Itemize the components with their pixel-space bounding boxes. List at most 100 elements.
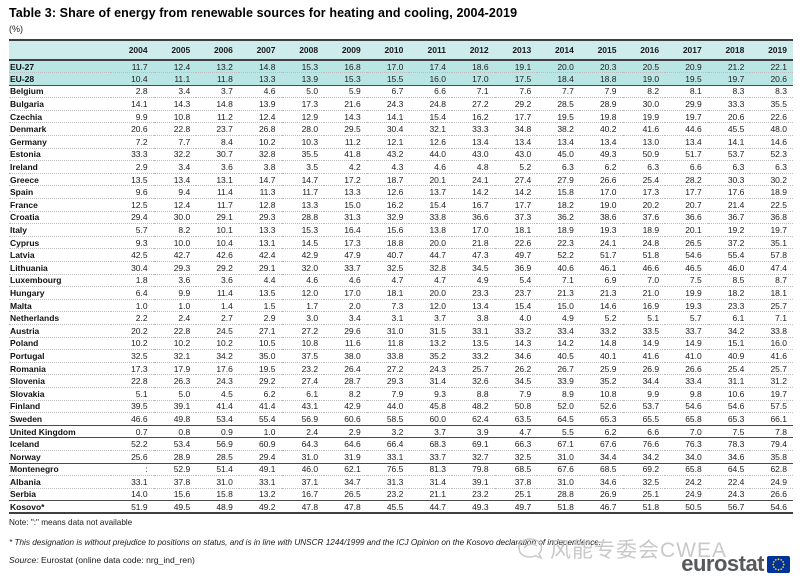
value-cell: 16.2 [386, 199, 404, 210]
value-cell: 13.2 [429, 338, 446, 349]
value-cell: 12.1 [386, 136, 404, 147]
value-cell: 35.5 [301, 149, 319, 160]
value-cell: 32.2 [173, 149, 191, 160]
value-cell: 5.9 [348, 86, 361, 97]
value-cell: 11.4 [216, 187, 233, 198]
value-cell: 7.7 [562, 86, 574, 97]
value-cell: 20.0 [429, 287, 446, 298]
value-cell: 49.7 [514, 501, 532, 512]
value-cell: 2.7 [221, 313, 233, 324]
table-row: Slovakia 5.1 5.0 4.5 6.2 6.1 8.2 7.9 9.3 8.8 7.9 8.… [9, 387, 793, 400]
value-cell: 37.2 [727, 237, 745, 248]
value-cell: 9.9 [647, 388, 660, 399]
year-column-header: 2004 [111, 39, 154, 61]
value-cell: 3.6 [221, 275, 233, 286]
value-cell: 8.9 [562, 388, 574, 399]
value-cell: 12.4 [173, 199, 191, 210]
value-cell: 6.6 [434, 86, 446, 97]
value-cell: 25.1 [514, 489, 532, 500]
value-cell: 13.1 [216, 174, 233, 185]
value-cell: 28.8 [301, 212, 319, 223]
value-cell: 2.8 [135, 86, 148, 97]
year-column-header: 2007 [238, 39, 282, 61]
value-cell: 4.0 [519, 313, 532, 324]
value-cell: 33.2 [472, 350, 489, 361]
value-cell: 8.5 [732, 275, 745, 286]
value-cell: 19.1 [514, 61, 532, 72]
value-cell: 51.7 [599, 250, 617, 261]
value-cell: 23.7 [514, 287, 532, 298]
table-row: Poland 10.2 10.2 10.2 10.5 10.8 11.6 11.8 13.2 13… [9, 337, 793, 350]
value-cell: 49.5 [173, 501, 191, 512]
value-cell: 37.3 [514, 212, 532, 223]
value-cell: 49.7 [514, 250, 532, 261]
value-cell: 9.4 [178, 187, 191, 198]
value-cell: 19.7 [727, 73, 745, 84]
value-cell: 34.6 [514, 350, 532, 361]
table-row: Austria 20.2 22.8 24.5 27.1 27.2 29.6 31.0 31.5 3… [9, 324, 793, 337]
table-row: Serbia 14.0 15.6 15.8 13.2 16.7 26.5 23.2 21.1 23… [9, 488, 793, 501]
table-row: Germany 7.2 7.7 8.4 10.2 10.3 11.2 12.1 12.6 13.4… [9, 135, 793, 149]
value-cell: 42.6 [216, 250, 233, 261]
table-row: Hungary 6.4 9.9 11.4 13.5 12.0 17.0 18.1 20.0 23.… [9, 286, 793, 300]
value-cell: 11.4 [216, 287, 233, 298]
table-row: EU-27 11.7 12.4 13.2 14.8 15.3 16.8 17.0 17.4 18.… [9, 60, 793, 73]
value-cell: 34.5 [514, 376, 532, 387]
value-cell: 25.7 [472, 363, 489, 374]
value-cell: 26.6 [599, 174, 617, 185]
value-cell: 26.5 [685, 237, 702, 248]
value-cell: 44.0 [386, 401, 404, 412]
value-cell: 7.9 [604, 86, 617, 97]
value-cell: 49.2 [258, 501, 276, 512]
value-cell: 7.9 [519, 388, 532, 399]
value-cell: 66.1 [770, 413, 787, 424]
source-text: Eurostat (online data code: nrg_ind_ren) [41, 555, 195, 566]
value-cell: 29.9 [685, 99, 702, 110]
value-cell: 47.8 [344, 501, 361, 512]
value-cell: 14.3 [173, 99, 191, 110]
value-cell: 19.8 [599, 111, 617, 122]
value-cell: 51.4 [216, 464, 233, 475]
value-cell: 6.6 [689, 162, 702, 173]
value-cell: 33.5 [642, 325, 660, 336]
value-cell: 64.3 [301, 439, 319, 450]
value-cell: 17.0 [599, 187, 617, 198]
value-cell: 20.9 [685, 61, 702, 72]
value-cell: 2.0 [348, 300, 361, 311]
value-cell: 48.9 [216, 501, 233, 512]
eurostat-logo: eurostat [681, 551, 790, 577]
watermark-bubble-icon [516, 536, 546, 562]
value-cell: 4.3 [391, 162, 404, 173]
country-name: Romania [10, 363, 46, 374]
value-cell: 15.5 [386, 73, 404, 84]
value-cell: 31.9 [344, 451, 361, 462]
value-cell: 11.1 [174, 73, 191, 84]
value-cell: 52.0 [557, 401, 574, 412]
value-cell: 13.5 [258, 287, 276, 298]
value-cell: 32.5 [514, 451, 532, 462]
value-cell: 11.2 [216, 111, 233, 122]
table-row: United Kingdom 0.7 0.8 0.9 1.0 2.4 2.9 3.2 3.7 3.… [9, 425, 793, 438]
value-cell: 2.9 [135, 162, 148, 173]
value-cell: 33.9 [557, 376, 574, 387]
value-cell: 26.2 [514, 363, 532, 374]
value-cell: 41.6 [770, 350, 787, 361]
value-cell: 13.2 [216, 61, 233, 72]
value-cell: 5.0 [306, 86, 319, 97]
value-cell: 3.5 [306, 162, 319, 173]
value-cell: 29.3 [258, 212, 276, 223]
value-cell: 4.4 [263, 275, 276, 286]
value-cell: 3.7 [221, 86, 233, 97]
value-cell: 30.3 [727, 174, 745, 185]
watermark: 风能专委会CWEA [516, 534, 727, 564]
value-cell: 31.4 [429, 376, 446, 387]
value-cell: 68.5 [514, 464, 532, 475]
value-cell: 34.4 [642, 376, 660, 387]
value-cell: 21.0 [642, 287, 660, 298]
value-cell: 33.2 [599, 325, 617, 336]
value-cell: 6.3 [775, 162, 787, 173]
value-cell: 3.0 [306, 313, 319, 324]
value-cell: 28.5 [216, 451, 233, 462]
table-header: 2004 2005 2006 2007 2008 2009 2010 2011 2012 2013… [9, 39, 793, 61]
value-cell: 14.3 [514, 338, 532, 349]
